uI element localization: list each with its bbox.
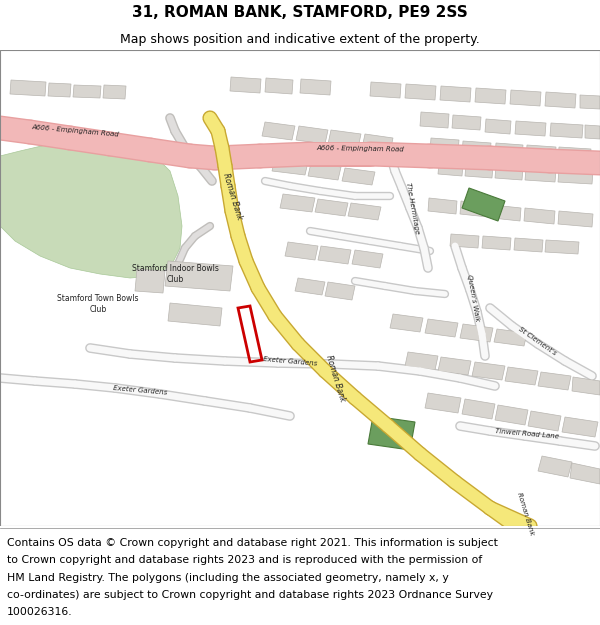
Polygon shape <box>524 208 555 224</box>
Text: A606 - Empingham Road: A606 - Empingham Road <box>316 145 404 152</box>
Polygon shape <box>48 83 71 97</box>
Polygon shape <box>0 50 182 278</box>
Text: Exeter Gardens: Exeter Gardens <box>113 384 167 396</box>
Polygon shape <box>272 158 308 175</box>
Polygon shape <box>438 162 463 176</box>
Polygon shape <box>585 125 600 139</box>
Text: Roman Bank: Roman Bank <box>323 354 346 402</box>
Polygon shape <box>525 168 556 182</box>
Polygon shape <box>570 463 600 484</box>
Polygon shape <box>472 362 505 380</box>
Text: Contains OS data © Crown copyright and database right 2021. This information is : Contains OS data © Crown copyright and d… <box>7 538 498 548</box>
Polygon shape <box>280 194 315 212</box>
Polygon shape <box>558 211 593 227</box>
Polygon shape <box>300 79 331 95</box>
Text: Stamford Indoor Bowls
Club: Stamford Indoor Bowls Club <box>131 264 218 284</box>
Polygon shape <box>462 141 491 156</box>
Polygon shape <box>438 357 471 375</box>
Polygon shape <box>505 367 538 385</box>
Polygon shape <box>495 405 528 425</box>
Polygon shape <box>528 411 561 431</box>
Polygon shape <box>562 417 598 437</box>
Polygon shape <box>342 168 375 185</box>
Text: St Clement's: St Clement's <box>517 326 557 356</box>
Polygon shape <box>428 198 457 214</box>
Polygon shape <box>450 234 479 248</box>
Polygon shape <box>328 130 361 148</box>
Polygon shape <box>514 238 543 252</box>
Text: Exeter Gardens: Exeter Gardens <box>263 356 317 366</box>
Polygon shape <box>103 85 126 99</box>
Polygon shape <box>572 377 600 395</box>
Polygon shape <box>465 163 493 178</box>
Polygon shape <box>545 240 579 254</box>
Polygon shape <box>526 145 556 160</box>
Polygon shape <box>308 163 341 180</box>
Polygon shape <box>285 242 318 260</box>
Polygon shape <box>348 203 381 220</box>
Text: co-ordinates) are subject to Crown copyright and database rights 2023 Ordnance S: co-ordinates) are subject to Crown copyr… <box>7 590 493 600</box>
Text: A606 - Empingham Road: A606 - Empingham Road <box>31 124 119 138</box>
Polygon shape <box>538 456 572 477</box>
Polygon shape <box>482 236 511 250</box>
Polygon shape <box>165 261 233 291</box>
Polygon shape <box>390 314 423 332</box>
Polygon shape <box>452 115 481 130</box>
Text: HM Land Registry. The polygons (including the associated geometry, namely x, y: HM Land Registry. The polygons (includin… <box>7 572 449 582</box>
Text: Stamford Town Bowls
Club: Stamford Town Bowls Club <box>57 294 139 314</box>
Polygon shape <box>73 85 101 98</box>
Polygon shape <box>440 86 471 102</box>
Polygon shape <box>460 201 489 217</box>
Text: Map shows position and indicative extent of the property.: Map shows position and indicative extent… <box>120 32 480 46</box>
Polygon shape <box>405 84 436 100</box>
Polygon shape <box>362 134 393 152</box>
Polygon shape <box>325 282 355 300</box>
Polygon shape <box>296 126 328 144</box>
Polygon shape <box>265 78 293 94</box>
Polygon shape <box>538 372 571 390</box>
Polygon shape <box>550 123 583 138</box>
Polygon shape <box>485 119 511 134</box>
Polygon shape <box>425 319 458 337</box>
Polygon shape <box>318 246 351 264</box>
Polygon shape <box>462 188 505 221</box>
Polygon shape <box>420 112 449 128</box>
Text: Roman Bank: Roman Bank <box>515 492 535 536</box>
Text: 100026316.: 100026316. <box>7 607 73 617</box>
Text: Roman Bank: Roman Bank <box>221 172 244 221</box>
Polygon shape <box>370 82 401 98</box>
Polygon shape <box>430 138 459 153</box>
Polygon shape <box>230 77 261 93</box>
Polygon shape <box>352 250 383 268</box>
Polygon shape <box>168 303 222 326</box>
Polygon shape <box>510 90 541 106</box>
Polygon shape <box>515 121 546 136</box>
Polygon shape <box>558 169 593 184</box>
Polygon shape <box>405 352 438 370</box>
Polygon shape <box>135 269 165 293</box>
Text: to Crown copyright and database rights 2023 and is reproduced with the permissio: to Crown copyright and database rights 2… <box>7 555 482 565</box>
Polygon shape <box>494 329 527 346</box>
Polygon shape <box>495 143 523 158</box>
Polygon shape <box>495 165 523 180</box>
Polygon shape <box>460 324 493 342</box>
Polygon shape <box>558 147 591 162</box>
Polygon shape <box>545 92 576 108</box>
Polygon shape <box>580 95 600 109</box>
Polygon shape <box>475 88 506 104</box>
Polygon shape <box>315 199 348 216</box>
Text: The Hermitage: The Hermitage <box>406 182 421 234</box>
Text: 31, ROMAN BANK, STAMFORD, PE9 2SS: 31, ROMAN BANK, STAMFORD, PE9 2SS <box>132 5 468 20</box>
Polygon shape <box>295 278 325 295</box>
Polygon shape <box>492 205 521 221</box>
Text: Queen's Walk: Queen's Walk <box>466 274 480 322</box>
Text: Tinwell Road Lane: Tinwell Road Lane <box>495 428 559 440</box>
Polygon shape <box>262 122 295 140</box>
Polygon shape <box>368 416 415 450</box>
Polygon shape <box>425 393 461 413</box>
Polygon shape <box>462 399 495 419</box>
Polygon shape <box>10 80 46 96</box>
